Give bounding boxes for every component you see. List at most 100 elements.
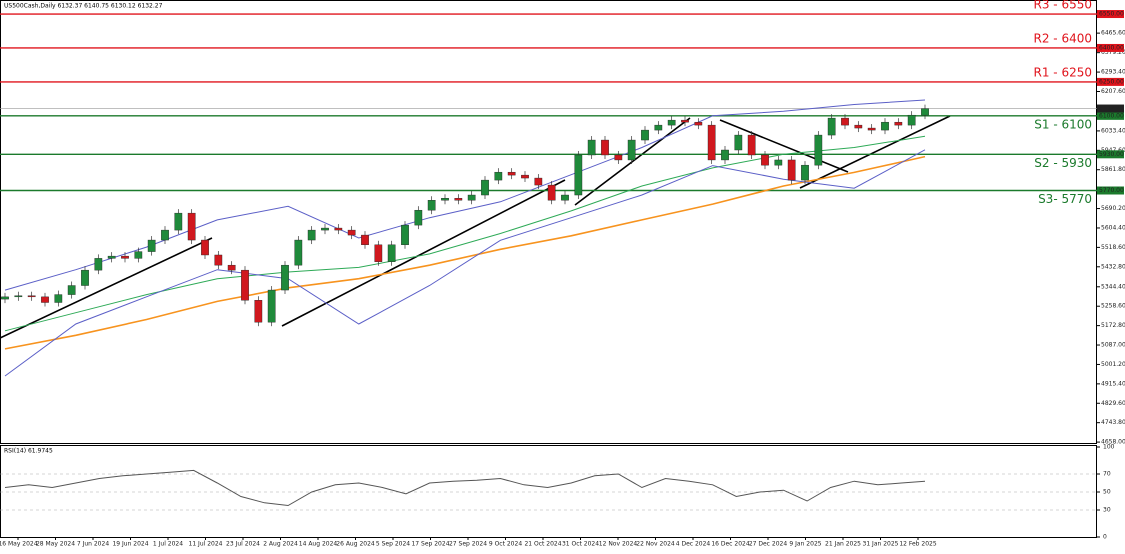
x-tick-label: 21 Oct 2024: [524, 541, 561, 548]
trend-line: [574, 117, 691, 206]
rsi-title: RSI(14) 61.9745: [4, 448, 53, 455]
x-tick-label: 16 Dec 2024: [711, 541, 750, 548]
candle: [601, 139, 609, 156]
x-tick-label: 16 May 2024: [0, 541, 38, 548]
candle: [161, 229, 169, 241]
level-tag: [1097, 150, 1124, 159]
x-tick-label: 2 Aug 2024: [263, 541, 298, 548]
y-tick-label: 5258.60: [1101, 303, 1125, 310]
y-tick-label: 6379.20: [1101, 49, 1125, 56]
level-name: S3- 5770: [1038, 192, 1092, 206]
candle: [787, 159, 796, 181]
candle: [801, 164, 809, 181]
candle: [534, 177, 543, 186]
y-tick-label: 4743.80: [1101, 419, 1125, 426]
candle: [641, 129, 649, 141]
x-tick-label: 17 Sep 2024: [411, 541, 449, 548]
level-tag: [1097, 43, 1124, 52]
trend-lines: [0, 115, 951, 339]
level-tag: [1097, 111, 1124, 120]
candle: [587, 139, 596, 156]
y-tick-label: 6293.40: [1101, 69, 1125, 76]
y-tick-label: 4658.00: [1101, 439, 1125, 446]
candle: [734, 134, 743, 151]
candle: [187, 212, 196, 241]
candle: [227, 264, 236, 271]
candle: [867, 127, 876, 131]
x-tick-label: 22 Nov 2024: [636, 541, 675, 548]
level-name: S2 - 5930: [1034, 156, 1092, 170]
rsi-tick-label: 100: [1103, 444, 1115, 451]
candle: [321, 227, 329, 231]
candle: [294, 239, 303, 266]
level-name: S1 - 6100: [1034, 117, 1092, 131]
candle: [401, 224, 409, 246]
candle: [81, 269, 89, 286]
candle: [574, 154, 583, 196]
candle: [334, 227, 343, 231]
x-tick-label: 23 Jul 2024: [226, 541, 260, 548]
candle: [841, 117, 849, 126]
y-tick-label: 5861.80: [1101, 166, 1125, 173]
candle: [907, 114, 916, 126]
x-tick-label: 4 Dec 2024: [676, 541, 711, 548]
y-tick-label: 5518.60: [1101, 244, 1125, 251]
candle: [281, 264, 289, 291]
overlay-line: [4, 135, 926, 332]
candle: [267, 289, 276, 323]
x-tick-label: 31 Oct 2024: [562, 541, 599, 548]
candle: [707, 124, 716, 161]
level-tag: [1097, 186, 1124, 195]
candle: [41, 296, 49, 303]
y-tick-label: 5172.80: [1101, 322, 1125, 329]
candle: [694, 121, 703, 126]
candle: [27, 295, 36, 298]
level-tag: [1097, 77, 1124, 86]
candle: [881, 121, 889, 131]
level-name: R3 - 6550: [1034, 0, 1092, 12]
level-tag-label: 6100.00: [1099, 112, 1124, 119]
x-tick-label: 31 Jan 2025: [863, 541, 899, 548]
candle: [361, 234, 369, 246]
candle: [121, 255, 129, 259]
y-tick-label: 5690.20: [1101, 205, 1125, 212]
candle: [241, 269, 249, 301]
x-tick-label: 9 Jan 2025: [789, 541, 821, 548]
rsi-line: [4, 469, 926, 507]
candle: [547, 184, 556, 201]
candle: [174, 212, 183, 231]
candle: [1, 296, 9, 300]
candle: [14, 295, 23, 298]
candle: [414, 209, 423, 226]
candle: [561, 194, 569, 201]
x-tick-label: 26 Aug 2024: [336, 541, 375, 548]
candle: [481, 179, 489, 196]
candle: [827, 117, 836, 136]
candle: [654, 124, 663, 131]
candle: [747, 134, 756, 156]
x-tick-label: 27 Dec 2024: [749, 541, 788, 548]
level-name: R2 - 6400: [1034, 31, 1092, 45]
main-frame: [0, 0, 1097, 444]
level-tag: [1097, 10, 1124, 19]
rsi-frame: [0, 445, 1097, 538]
candle: [721, 149, 729, 161]
candle: [614, 154, 623, 161]
x-tick-label: 19 Jun 2024: [112, 541, 148, 548]
overlay-line: [4, 149, 926, 377]
y-tick-label: 4915.40: [1101, 380, 1125, 387]
candle: [921, 108, 929, 116]
y-tick-label: 5604.40: [1101, 224, 1125, 231]
rsi-tick-label: 50: [1103, 489, 1111, 496]
rsi-tick-label: 0: [1103, 534, 1107, 541]
rsi-tick-label: 70: [1103, 471, 1111, 478]
candle: [107, 255, 116, 259]
candle: [374, 244, 383, 262]
y-tick-label: 5001.20: [1101, 361, 1125, 368]
candle: [467, 194, 476, 201]
trend-line: [281, 179, 566, 327]
candle: [761, 154, 769, 166]
x-tick-label: 28 May 2024: [36, 541, 75, 548]
y-tick-label: 6465.60: [1101, 30, 1125, 37]
